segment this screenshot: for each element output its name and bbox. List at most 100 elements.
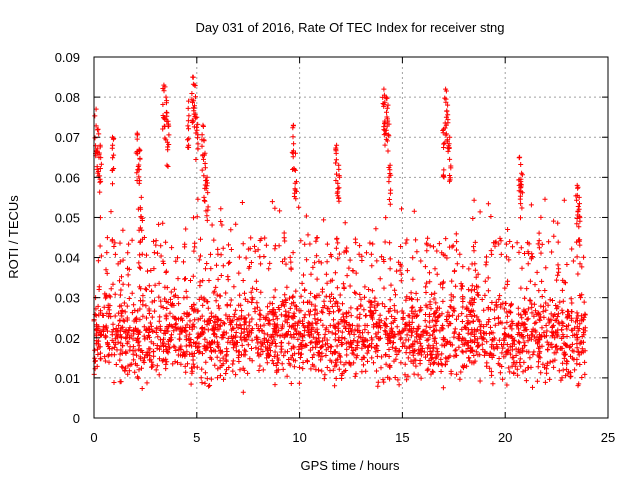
data-point [447,134,453,140]
data-point [262,235,268,241]
data-point [316,258,322,264]
data-point [492,243,498,249]
data-point [426,342,432,348]
data-point [492,322,498,328]
data-point [507,324,513,330]
data-point [518,245,524,251]
data-point [422,318,428,324]
data-point [394,352,400,357]
data-point [529,329,535,335]
data-point [307,333,313,339]
data-point [424,242,430,248]
data-point [465,318,471,324]
data-point [512,363,518,369]
data-point [272,287,278,293]
data-point [261,254,267,259]
data-point [302,328,308,334]
data-point [190,361,196,367]
data-point [181,311,187,317]
data-point [418,375,424,381]
data-point [534,311,540,317]
data-point [153,330,159,335]
data-point [468,348,474,353]
data-point [472,239,478,245]
data-point [387,330,393,336]
data-point [374,334,380,340]
data-point [396,328,402,334]
data-point [319,289,325,295]
data-point [136,166,142,172]
data-point [570,333,576,338]
data-point [460,283,465,289]
data-point [525,249,531,255]
data-point [110,281,116,287]
data-point [450,312,456,318]
data-point [540,309,546,315]
data-point [426,319,432,325]
data-point [289,334,295,340]
data-point [360,354,366,360]
data-point [290,343,296,349]
data-point [522,251,527,256]
data-point [505,313,510,319]
data-point [283,308,289,314]
data-point [543,265,549,271]
data-point [148,357,154,363]
data-point [515,349,521,355]
data-point [199,366,205,372]
data-point [228,297,234,303]
data-point [358,303,364,309]
data-point [168,302,174,308]
data-point [339,341,345,347]
data-point [129,237,135,243]
data-point [314,235,320,241]
data-point [186,342,192,348]
data-point [392,375,398,380]
data-point [581,339,586,345]
data-point [559,336,565,341]
data-point [564,366,570,372]
data-point [561,351,567,357]
data-point [96,131,102,137]
data-point [516,249,522,255]
data-point [319,350,325,356]
data-point [494,345,500,351]
data-point [449,342,455,348]
data-point [404,268,410,274]
data-point [285,329,291,334]
data-point [223,357,229,363]
data-point [442,140,448,146]
data-point [111,244,117,249]
data-point [451,308,457,314]
data-point [190,353,196,359]
data-point [179,315,185,321]
data-point [245,342,251,348]
data-point [347,361,353,367]
data-point [398,335,404,341]
data-point [156,280,162,286]
data-point [132,348,138,354]
data-point [283,331,289,337]
data-point [522,295,528,301]
data-point [564,358,570,364]
data-point [126,266,132,272]
data-point [248,235,254,241]
data-point [567,343,573,349]
data-point [107,303,113,309]
data-point [555,311,561,317]
data-point [555,239,561,245]
data-point [135,335,141,341]
data-point [163,268,169,274]
data-point [127,344,133,350]
x-tick-labels: 0 5 10 15 20 25 [90,430,615,445]
data-point [315,317,321,323]
data-point [422,264,428,270]
data-point [191,215,196,221]
data-point [411,208,417,214]
data-point [128,333,134,339]
data-point [187,331,193,337]
data-point [196,296,202,302]
data-point [289,149,295,155]
data-point [236,349,242,355]
data-point [289,323,295,329]
